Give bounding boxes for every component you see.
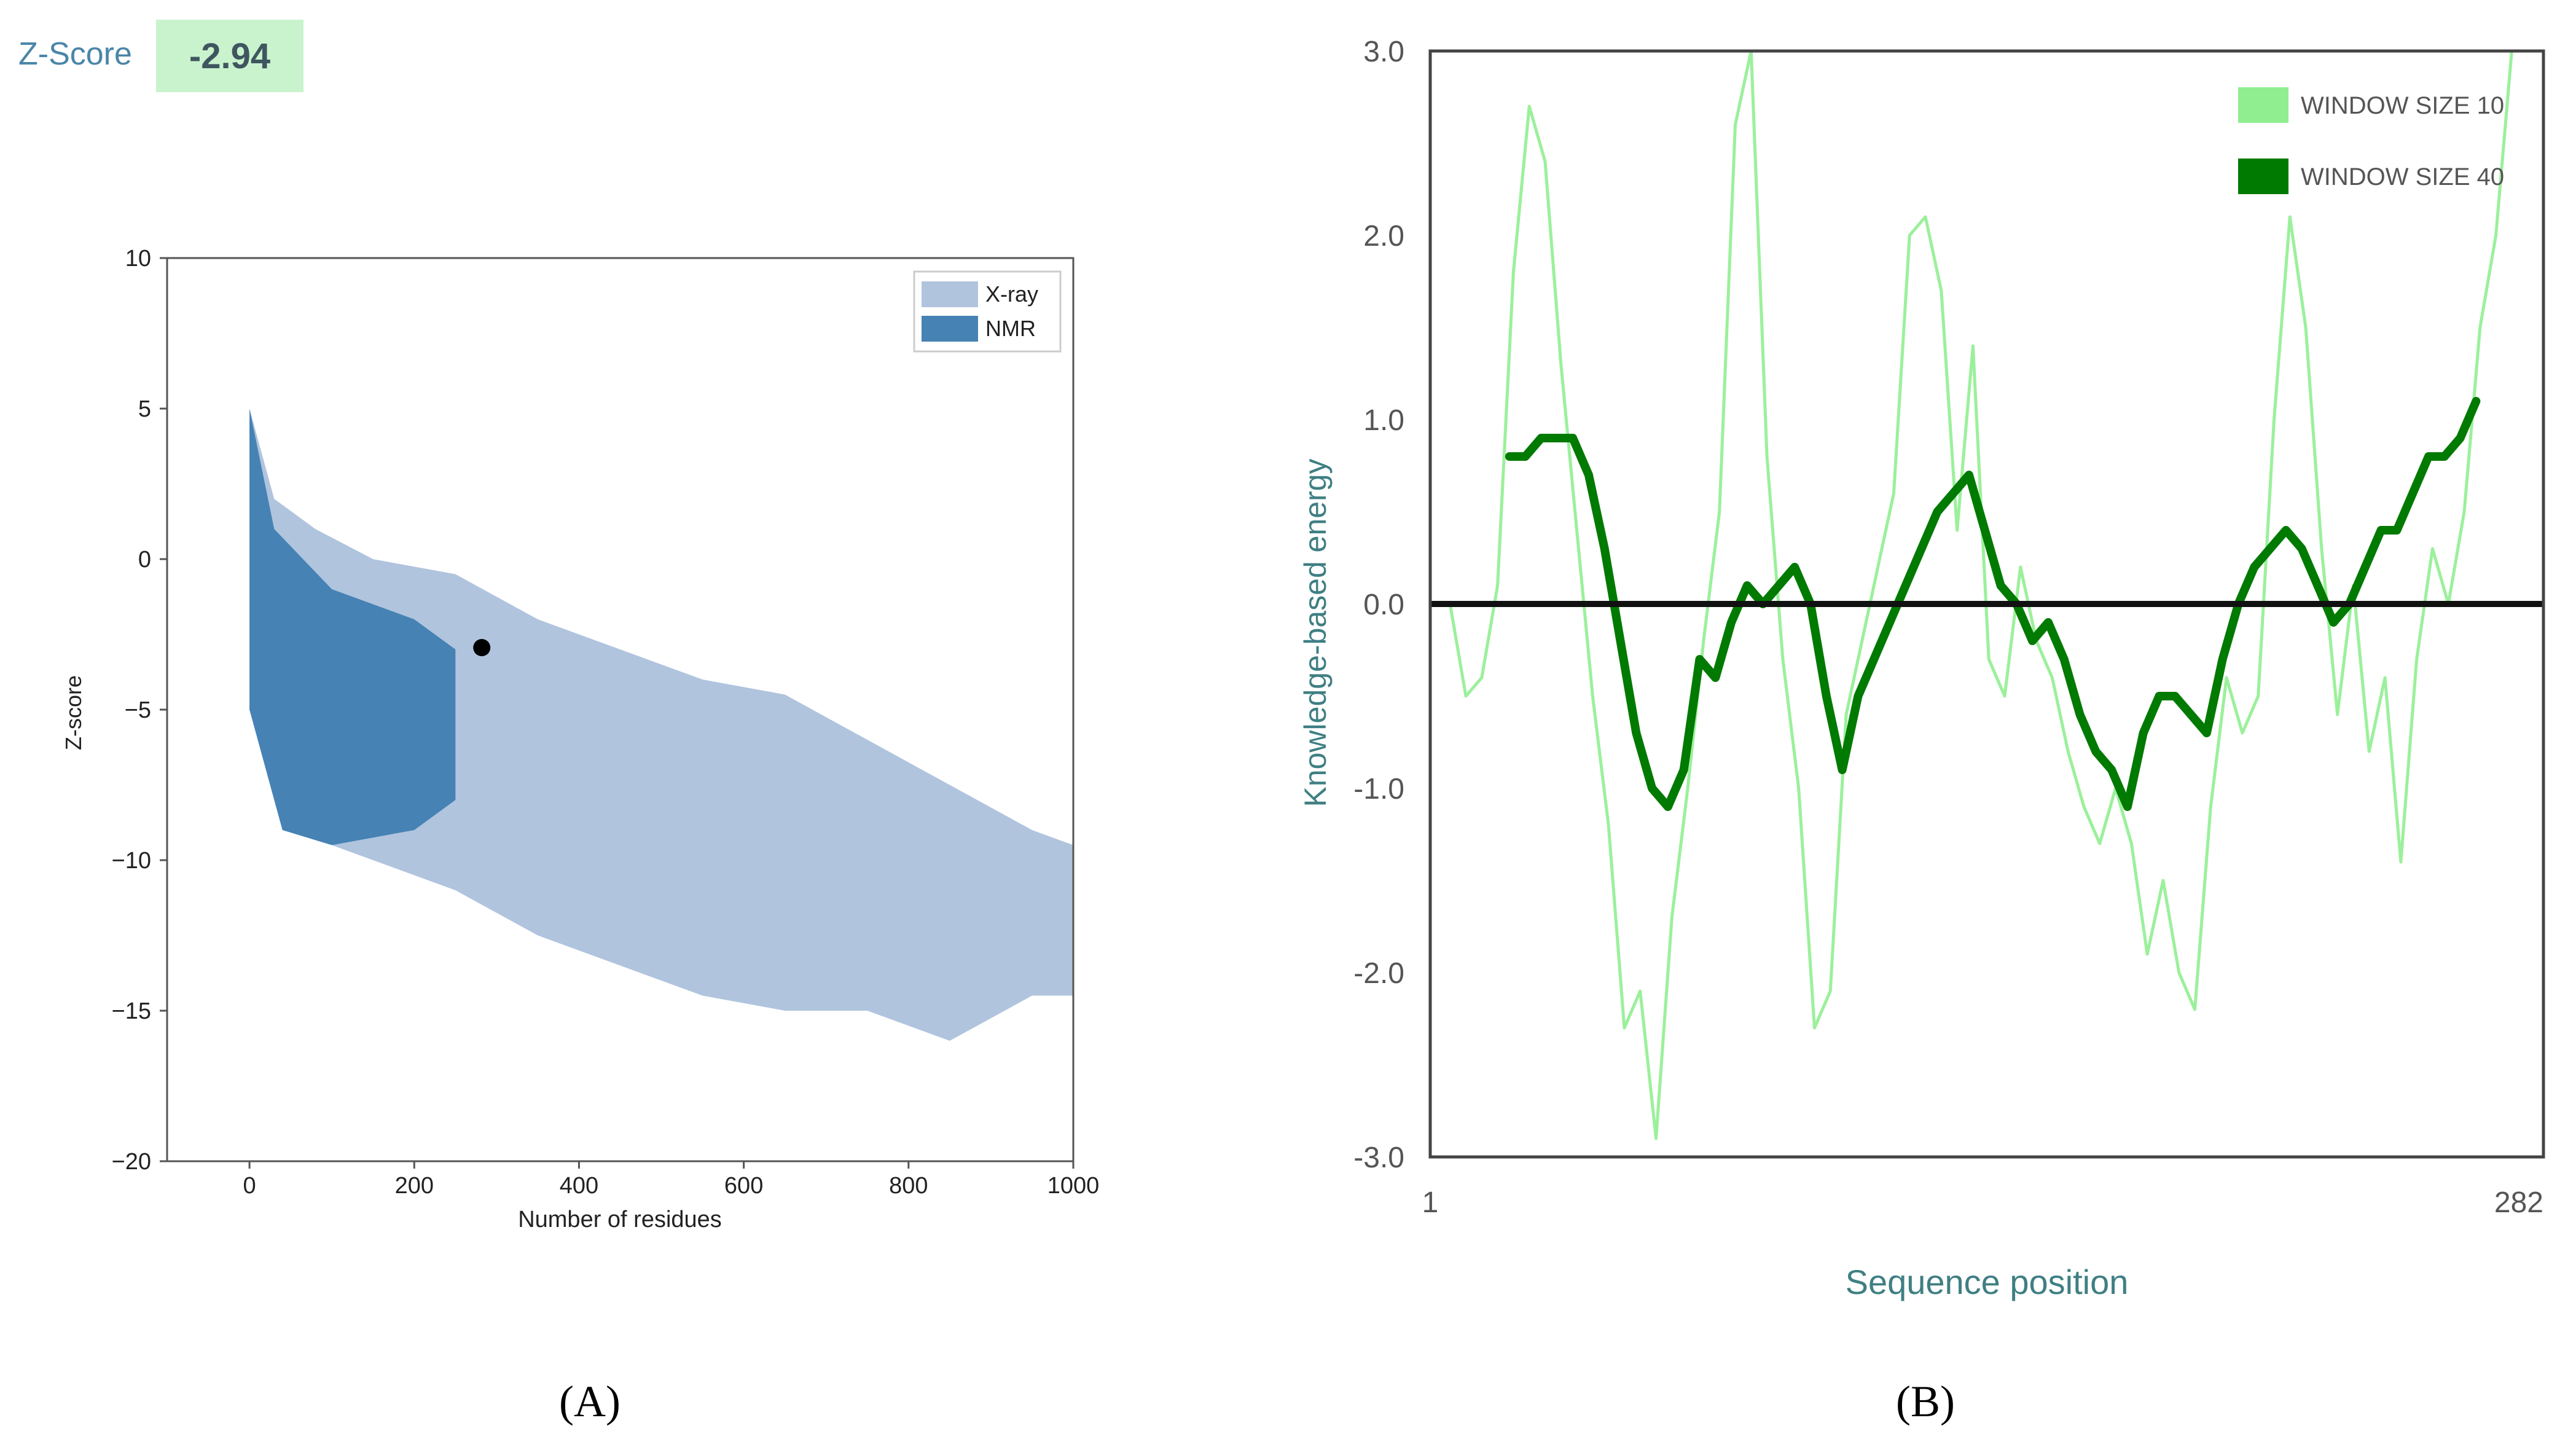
chart-a-legend: X-ray NMR <box>913 270 1062 353</box>
chart-b-legend: WINDOW SIZE 10 WINDOW SIZE 40 <box>2238 87 2504 194</box>
chart-a-y-tick-label: 10 <box>125 246 151 272</box>
chart-b-y-tick-label: 0.0 <box>1363 589 1404 621</box>
chart-a-highlight-point <box>473 639 491 657</box>
chart-b-series-window10 <box>1448 51 2543 1140</box>
chart-b-x-tick-label: 1 <box>1422 1186 1439 1219</box>
chart-a-y-tick-label: −10 <box>112 848 151 874</box>
chart-a-x-axis-label: Number of residues <box>518 1207 722 1232</box>
chart-a-x-tick-label: 800 <box>889 1173 928 1199</box>
chart-b-x-tick-label: 282 <box>2494 1186 2543 1219</box>
chart-b-y-tick-label: 2.0 <box>1363 220 1404 253</box>
chart-a-legend-label-nmr: NMR <box>985 316 1036 341</box>
panel-label-a: (A) <box>559 1377 621 1426</box>
chart-b-legend-swatch-w40 <box>2238 159 2288 194</box>
chart-b-legend-label-w40: WINDOW SIZE 40 <box>2301 163 2504 190</box>
chart-a-legend-swatch-nmr <box>922 316 978 342</box>
chart-b-y-tick-label: -1.0 <box>1353 773 1404 805</box>
zscore-label: Z-Score <box>18 36 132 72</box>
chart-a-y-tick-label: −15 <box>112 998 151 1024</box>
chart-b-legend-label-w10: WINDOW SIZE 10 <box>2301 92 2504 119</box>
chart-b-y-tick-label: 3.0 <box>1363 36 1404 68</box>
chart-a-cloud-nmr <box>249 409 456 845</box>
chart-a-y-axis-label: Z-score <box>61 675 86 750</box>
chart-a-x-tick-label: 600 <box>724 1173 763 1199</box>
chart-a-legend-label-xray: X-ray <box>985 281 1038 307</box>
chart-b-plot-frame <box>1428 49 2545 1159</box>
chart-a-y-tick-label: −5 <box>125 697 151 723</box>
chart-a-cloud-xray <box>249 409 1073 1041</box>
chart-a-x-tick-label: 200 <box>395 1173 434 1199</box>
chart-b-y-tick-label: 1.0 <box>1363 404 1404 437</box>
chart-b-legend-swatch-w10 <box>2238 87 2288 123</box>
panel-label-b: (B) <box>1896 1377 1955 1426</box>
chart-b-x-axis-label: Sequence position <box>1846 1263 2129 1301</box>
chart-a-plot-frame <box>166 257 1075 1162</box>
chart-a-y-tick-label: −20 <box>112 1149 151 1175</box>
chart-b-y-tick-label: -2.0 <box>1353 957 1404 990</box>
chart-a-x-tick-label: 0 <box>243 1173 256 1199</box>
chart-a-x-tick-label: 1000 <box>1047 1173 1100 1199</box>
chart-b-series-window40 <box>1505 397 2481 811</box>
chart-a-y-tick-label: 5 <box>138 396 151 422</box>
chart-a-legend-swatch-xray <box>922 281 978 307</box>
chart-b-y-tick-label: -3.0 <box>1353 1142 1404 1174</box>
chart-a-y-tick-label: 0 <box>138 547 151 573</box>
chart-b-y-axis-label: Knowledge-based energy <box>1298 458 1333 807</box>
zscore-value-badge: -2.94 <box>156 20 303 92</box>
chart-a-x-tick-label: 400 <box>560 1173 598 1199</box>
